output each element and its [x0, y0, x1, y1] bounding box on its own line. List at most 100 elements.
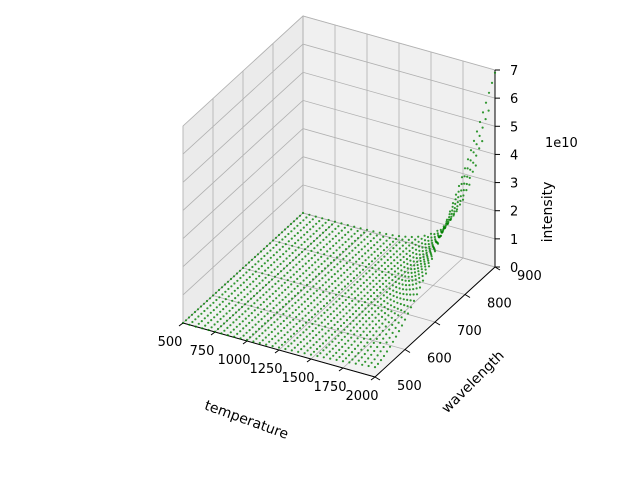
data-point: [329, 313, 332, 316]
data-point: [415, 282, 418, 285]
data-point: [408, 244, 411, 247]
data-point: [240, 291, 243, 294]
data-point: [295, 263, 298, 266]
data-point: [310, 316, 314, 319]
data-point: [303, 240, 306, 244]
data-point: [369, 295, 373, 298]
data-point: [288, 307, 291, 310]
data-point: [302, 219, 305, 222]
data-point: [377, 306, 380, 310]
data-point: [302, 272, 305, 275]
data-point: [354, 303, 357, 306]
data-point: [315, 229, 318, 233]
data-point: [352, 319, 355, 322]
data-point: [379, 359, 383, 362]
data-point: [421, 246, 424, 249]
data-point: [245, 271, 248, 274]
data-point: [385, 341, 388, 344]
data-point: [336, 270, 339, 273]
data-point: [382, 345, 385, 349]
y-tick-label: 700: [457, 324, 482, 339]
data-point: [474, 164, 477, 167]
x-tick-label: 1250: [249, 362, 282, 377]
data-point: [463, 175, 466, 178]
data-point: [450, 215, 453, 218]
data-point: [357, 244, 360, 247]
data-point: [280, 336, 283, 339]
data-point: [245, 338, 249, 341]
data-point: [372, 285, 375, 288]
data-point: [263, 315, 266, 318]
data-point: [445, 220, 448, 223]
data-point: [334, 280, 337, 283]
data-point: [231, 306, 234, 310]
data-point: [444, 224, 447, 227]
data-point: [267, 266, 270, 269]
data-point: [239, 276, 242, 280]
data-point: [411, 246, 414, 249]
data-point: [331, 230, 334, 233]
data-point: [408, 288, 411, 291]
data-point: [287, 345, 290, 348]
data-point: [290, 283, 293, 286]
data-point: [390, 273, 394, 276]
data-point: [373, 257, 377, 260]
data-point: [388, 236, 391, 240]
data-point: [448, 213, 451, 216]
data-point: [341, 301, 344, 304]
data-point: [261, 332, 264, 335]
y-tick-mark: [404, 349, 411, 353]
data-point: [284, 347, 287, 351]
data-point: [404, 284, 408, 287]
data-point: [269, 302, 272, 305]
data-point: [227, 295, 230, 298]
data-point: [275, 297, 278, 300]
data-point: [325, 353, 328, 356]
data-point: [265, 291, 268, 294]
data-point: [253, 302, 256, 305]
data-point: [436, 242, 440, 245]
data-point: [318, 331, 321, 334]
data-point: [328, 350, 331, 353]
data-point: [328, 292, 331, 295]
data-point: [328, 285, 331, 288]
data-point: [402, 292, 405, 296]
data-point: [232, 321, 235, 324]
data-point: [334, 227, 337, 230]
data-point: [361, 317, 364, 320]
data-point: [356, 237, 360, 240]
data-point: [305, 283, 309, 286]
data-point: [418, 281, 421, 284]
data-point: [346, 332, 349, 335]
data-point: [228, 309, 231, 312]
data-point: [289, 222, 293, 226]
y-tick-mark: [434, 321, 441, 326]
data-point: [366, 341, 369, 344]
data-point: [413, 271, 417, 274]
data-point: [424, 268, 427, 271]
data-point: [358, 320, 361, 323]
data-point: [269, 249, 272, 252]
data-point: [248, 321, 251, 324]
data-point: [238, 315, 241, 318]
data-point: [387, 270, 390, 274]
data-point: [352, 277, 356, 280]
data-point: [376, 362, 380, 365]
data-point: [412, 288, 415, 291]
data-point: [377, 267, 380, 270]
data-point: [271, 292, 274, 295]
data-point: [368, 317, 371, 320]
data-point: [278, 294, 281, 297]
data-point: [274, 342, 277, 345]
data-point: [413, 264, 416, 267]
data-point: [396, 301, 399, 304]
data-point: [332, 354, 335, 357]
data-point: [235, 318, 238, 321]
data-point: [354, 362, 357, 365]
data-point: [347, 339, 350, 342]
data-point: [469, 149, 473, 152]
data-point: [309, 235, 312, 238]
data-point: [214, 291, 218, 294]
data-point: [281, 298, 284, 301]
data-point: [283, 326, 286, 330]
